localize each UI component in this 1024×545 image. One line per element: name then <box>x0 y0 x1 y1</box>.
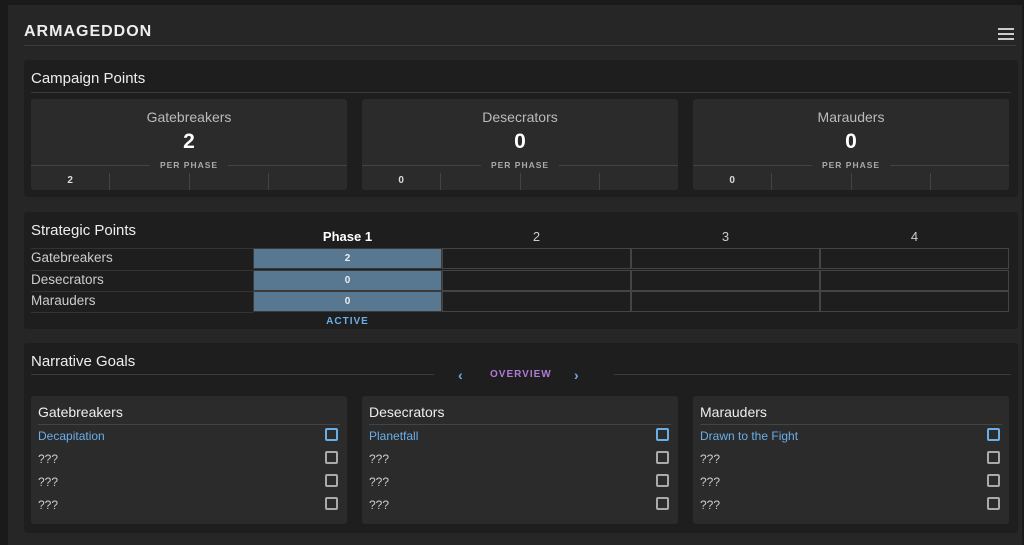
phase-header: 4 <box>910 229 919 244</box>
goal-label: ??? <box>38 498 59 512</box>
goal-label: ??? <box>700 475 721 489</box>
goal-label: ??? <box>369 452 390 466</box>
strategic-cell[interactable]: 0 <box>253 269 442 291</box>
divider <box>31 248 253 249</box>
goal-checkbox[interactable] <box>325 451 338 464</box>
goal-label[interactable]: Drawn to the Fight <box>700 429 799 443</box>
total-points: 0 <box>845 130 857 153</box>
per-phase-label: PER PHASE <box>480 160 560 170</box>
strategic-cell[interactable] <box>442 291 631 312</box>
phase-points <box>771 173 850 190</box>
goal-checkbox[interactable] <box>656 474 669 487</box>
strategic-cell[interactable] <box>442 269 631 291</box>
goal-label: ??? <box>369 475 390 489</box>
divider <box>31 269 253 271</box>
strategic-cell[interactable] <box>631 248 820 269</box>
divider <box>31 291 253 292</box>
faction-label: Desecrators <box>31 271 104 287</box>
phase-points <box>109 173 188 190</box>
phase-points <box>267 173 347 190</box>
section-title: Campaign Points <box>31 70 146 87</box>
narrative-card-marauders: Marauders Drawn to the Fight ??? ??? ??? <box>693 396 1009 524</box>
divider <box>31 374 434 375</box>
goal-checkbox[interactable] <box>656 428 669 441</box>
phase-header: 2 <box>532 229 541 244</box>
goal-checkbox[interactable] <box>656 497 669 510</box>
divider <box>31 312 253 313</box>
goal-label: ??? <box>38 452 59 466</box>
goal-checkbox[interactable] <box>656 451 669 464</box>
page-title: ARMAGEDDON <box>24 23 153 40</box>
goal-checkbox[interactable] <box>987 428 1000 441</box>
goal-checkbox[interactable] <box>987 474 1000 487</box>
per-phase-label: PER PHASE <box>149 160 229 170</box>
phase-points <box>850 173 930 190</box>
strategic-cell[interactable] <box>820 248 1009 269</box>
goal-checkbox[interactable] <box>987 451 1000 464</box>
section-title: Narrative Goals <box>31 353 136 370</box>
strategic-cell[interactable]: 2 <box>253 248 442 269</box>
active-phase-label: ACTIVE <box>326 316 369 327</box>
divider <box>31 92 1011 93</box>
section-title: Strategic Points <box>31 222 137 239</box>
divider <box>38 424 340 425</box>
narrative-card-desecrators: Desecrators Planetfall ??? ??? ??? <box>362 396 678 524</box>
phase-points: 2 <box>67 175 73 186</box>
strategic-points-section: Strategic Points Phase 1 2 3 4 Gatebreakers 2… <box>24 212 1018 329</box>
armageddon-panel: ARMAGEDDON Campaign Points Gatebreakers … <box>8 5 1022 545</box>
campaign-card-gatebreakers: Gatebreakers 2 PER PHASE 2 <box>31 99 347 190</box>
total-points: 0 <box>514 130 526 153</box>
strategic-cell[interactable] <box>820 291 1009 312</box>
faction-name: Desecrators <box>482 109 558 125</box>
strategic-cell[interactable] <box>631 269 820 291</box>
faction-label: Gatebreakers <box>31 250 113 265</box>
campaign-card-marauders: Marauders 0 PER PHASE 0 <box>693 99 1009 190</box>
overview-label: OVERVIEW <box>490 369 552 380</box>
faction-name: Gatebreakers <box>38 404 123 420</box>
faction-name: Marauders <box>700 404 767 420</box>
total-points: 2 <box>183 130 195 153</box>
goal-label[interactable]: Decapitation <box>38 429 105 443</box>
chevron-left-icon[interactable]: ‹ <box>458 367 463 383</box>
goal-label: ??? <box>700 498 721 512</box>
per-phase-label: PER PHASE <box>811 160 891 170</box>
phase-points <box>188 173 268 190</box>
divider <box>369 424 671 425</box>
goal-label: ??? <box>38 475 59 489</box>
phase-points <box>598 173 678 190</box>
goal-label[interactable]: Planetfall <box>369 429 419 443</box>
campaign-points-section: Campaign Points Gatebreakers 2 PER PHASE… <box>24 60 1018 197</box>
goal-label: ??? <box>700 452 721 466</box>
goal-checkbox[interactable] <box>325 428 338 441</box>
divider <box>700 424 1002 425</box>
faction-name: Desecrators <box>369 404 445 420</box>
phase-points <box>519 173 599 190</box>
phase-points <box>440 173 519 190</box>
phase-header: Phase 1 <box>322 229 373 244</box>
goal-checkbox[interactable] <box>987 497 1000 510</box>
goal-checkbox[interactable] <box>325 497 338 510</box>
strategic-cell[interactable] <box>442 248 631 269</box>
narrative-goals-section: Narrative Goals ‹ OVERVIEW › Gatebreaker… <box>24 343 1018 533</box>
strategic-cell[interactable] <box>631 291 820 312</box>
phase-points: 0 <box>729 175 735 186</box>
goal-checkbox[interactable] <box>325 474 338 487</box>
phase-header: 3 <box>721 229 730 244</box>
faction-name: Marauders <box>817 109 885 125</box>
divider <box>614 374 1011 375</box>
divider <box>24 45 1016 46</box>
faction-name: Gatebreakers <box>146 109 232 125</box>
chevron-right-icon[interactable]: › <box>574 367 579 383</box>
campaign-card-desecrators: Desecrators 0 PER PHASE 0 <box>362 99 678 190</box>
narrative-card-gatebreakers: Gatebreakers Decapitation ??? ??? ??? <box>31 396 347 524</box>
hamburger-menu-icon[interactable] <box>998 28 1014 40</box>
strategic-cell[interactable] <box>820 269 1009 291</box>
phase-points: 0 <box>398 175 404 186</box>
faction-label: Marauders <box>31 293 96 308</box>
goal-label: ??? <box>369 498 390 512</box>
phase-points <box>929 173 1009 190</box>
strategic-cell[interactable]: 0 <box>253 291 442 312</box>
